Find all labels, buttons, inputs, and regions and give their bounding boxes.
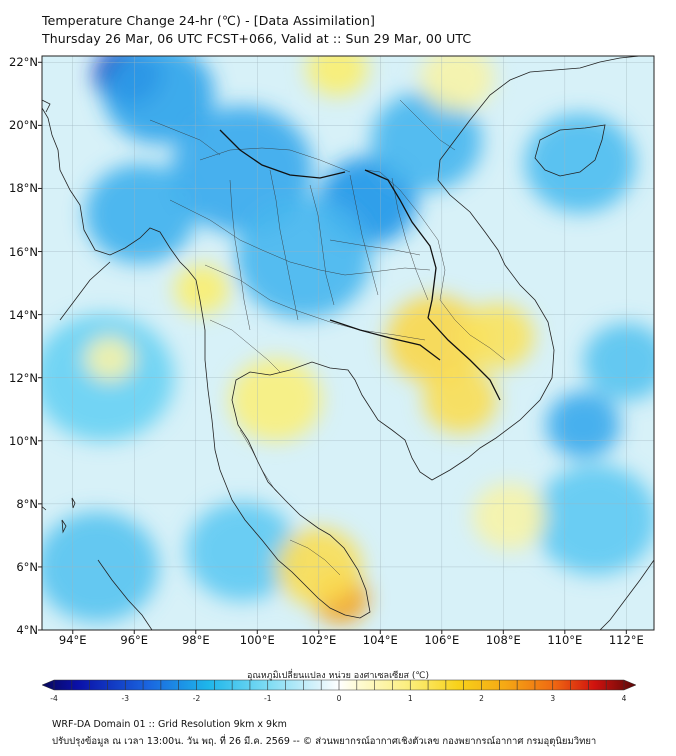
anomaly-region xyxy=(186,501,298,601)
sumatra-coast xyxy=(97,559,153,630)
coastlines-and-borders xyxy=(42,56,654,630)
map-frame xyxy=(41,55,655,631)
longitude-label: 112°E xyxy=(608,633,644,647)
longitude-label: 98°E xyxy=(181,633,210,647)
temperature-field xyxy=(42,56,654,624)
anomaly-region xyxy=(460,303,535,370)
mainland-coastline xyxy=(42,56,641,619)
colorbar-tick-label: -2 xyxy=(192,694,201,703)
latitude-label: 12°N xyxy=(9,370,38,385)
provincial-borders xyxy=(149,99,506,576)
anomaly-region xyxy=(386,295,485,385)
axis-ticks xyxy=(38,61,627,634)
anomaly-region xyxy=(229,358,322,442)
andaman-islands xyxy=(42,497,76,534)
colorbar-tick-marks xyxy=(53,680,625,690)
anomaly-region xyxy=(583,323,654,401)
latitude-label: 16°N xyxy=(9,244,38,259)
longitude-label: 94°E xyxy=(58,633,87,647)
colorbar-title: อุณหภูมิเปลี่ยนแปลง หน่วย องศาเซลเซียส (… xyxy=(246,671,430,681)
longitude-label: 106°E xyxy=(424,633,460,647)
footer-model-info: WRF-DA Domain 01 :: Grid Resolution 9km … xyxy=(52,719,287,730)
latitude-label: 6°N xyxy=(16,559,38,574)
anomaly-region xyxy=(546,391,621,459)
colorbar-tick-label: 4 xyxy=(621,694,627,703)
latitude-label: 4°N xyxy=(16,623,38,637)
map-title: Temperature Change 24-hr (℃) - [Data Ass… xyxy=(42,13,376,28)
graticule xyxy=(42,56,654,630)
anomaly-region xyxy=(103,56,215,144)
latitude-label: 14°N xyxy=(9,307,38,322)
latitude-label: 10°N xyxy=(9,433,38,448)
map-panel xyxy=(42,56,654,630)
myanmar-coast xyxy=(42,99,111,321)
longitude-label: 100°E xyxy=(239,633,275,647)
latitude-label: 18°N xyxy=(9,181,38,196)
footer-credit: ปรับปรุงข้อมูล ณ เวลา 13:00น. วัน พฤ. ที… xyxy=(52,736,597,747)
longitude-label: 96°E xyxy=(120,633,149,647)
colorbar-tick-label: 0 xyxy=(336,694,342,703)
colorbar-tick-label: -4 xyxy=(50,694,58,703)
anomaly-region xyxy=(235,196,372,319)
anomaly-region xyxy=(174,264,230,315)
anomaly-region xyxy=(524,113,636,214)
latitude-label: 20°N xyxy=(9,118,38,133)
anomaly-region xyxy=(85,336,135,381)
colorbar-tick-label: 1 xyxy=(407,694,413,703)
colorbar-tick-label: 2 xyxy=(479,694,484,703)
anomaly-region xyxy=(171,105,313,234)
borneo-coast xyxy=(599,559,654,630)
colorbar-tick-label: 3 xyxy=(550,694,556,703)
colorbar-tick-label: -3 xyxy=(121,694,129,703)
longitude-label: 104°E xyxy=(362,633,398,647)
longitude-label: 102°E xyxy=(301,633,337,647)
hainan-island xyxy=(534,124,606,177)
anomaly-region xyxy=(420,56,495,112)
anomaly-region xyxy=(371,91,482,191)
map-subtitle: Thursday 26 Mar, 06 UTC FCST+066, Valid … xyxy=(42,31,472,46)
latitude-label: 22°N xyxy=(9,55,38,70)
latitude-label: 8°N xyxy=(16,496,38,511)
anomaly-region xyxy=(472,483,547,550)
anomaly-region xyxy=(534,464,654,575)
country-borders xyxy=(219,129,501,401)
colorbar xyxy=(41,679,637,691)
anomaly-region xyxy=(85,163,196,264)
anomaly-region xyxy=(306,56,368,97)
longitude-label: 108°E xyxy=(485,633,521,647)
longitude-label: 110°E xyxy=(547,633,583,647)
colorbar-tick-label: -1 xyxy=(264,694,272,703)
